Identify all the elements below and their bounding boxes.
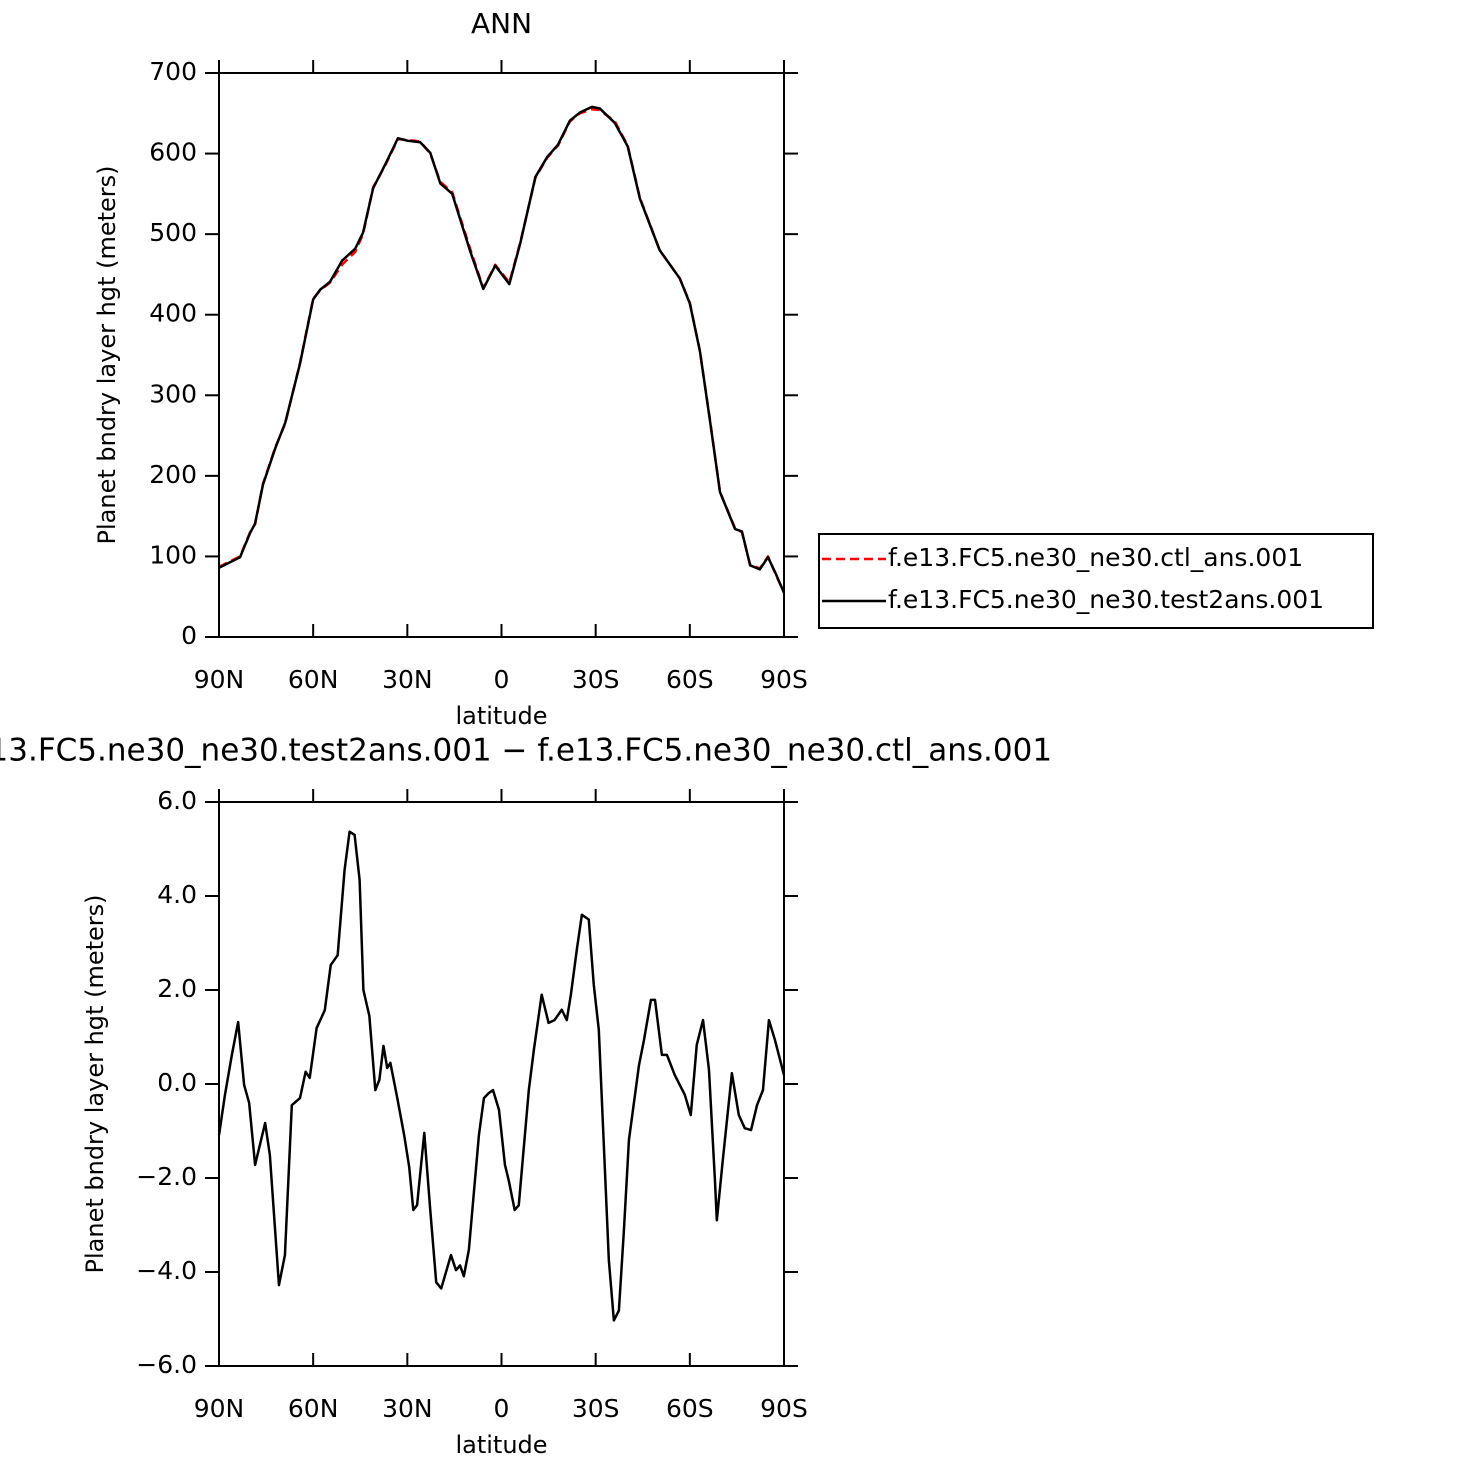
y-axis-label: Planet bndry layer hgt (meters): [93, 166, 121, 545]
y-tick-label: 400: [149, 299, 197, 328]
y-tick-label: 4.0: [157, 880, 197, 909]
y-tick-label: 0.0: [157, 1068, 197, 1097]
y-tick-label: −4.0: [136, 1256, 197, 1285]
legend-box: [818, 533, 1374, 629]
x-tick-label: 30S: [572, 1394, 620, 1423]
x-tick-label: 30N: [382, 1394, 433, 1423]
plot-frame: [218, 72, 785, 638]
x-axis-label: latitude: [455, 702, 547, 730]
x-tick-label: 0: [494, 1394, 510, 1423]
y-tick-label: 200: [149, 460, 197, 489]
y-tick-label: −6.0: [136, 1350, 197, 1379]
plot-frame: [218, 801, 785, 1367]
y-tick-label: 2.0: [157, 974, 197, 1003]
x-tick-label: 0: [494, 665, 510, 694]
x-tick-label: 60N: [288, 665, 339, 694]
y-tick-label: 0: [181, 621, 197, 650]
y-tick-label: 600: [149, 138, 197, 167]
data-line: [218, 105, 786, 594]
y-tick-label: 100: [149, 540, 197, 569]
x-tick-label: 90S: [760, 665, 808, 694]
x-tick-label: 60S: [666, 665, 714, 694]
chart-title: f.e13.FC5.ne30_ne30.test2ans.001 − f.e13…: [0, 733, 1052, 769]
y-tick-label: 300: [149, 379, 197, 408]
y-tick-label: −2.0: [136, 1162, 197, 1191]
x-tick-label: 90N: [194, 1394, 245, 1423]
legend-label: f.e13.FC5.ne30_ne30.ctl_ans.001: [888, 543, 1303, 572]
x-tick-label: 90N: [194, 665, 245, 694]
data-line: [217, 830, 786, 1322]
chart-title: ANN: [471, 7, 532, 40]
y-tick-label: 500: [149, 218, 197, 247]
y-tick-label: 700: [149, 57, 197, 86]
x-tick-label: 90S: [760, 1394, 808, 1423]
legend-label: f.e13.FC5.ne30_ne30.test2ans.001: [888, 585, 1324, 614]
x-tick-label: 60S: [666, 1394, 714, 1423]
x-tick-label: 30S: [572, 665, 620, 694]
x-axis-label: latitude: [455, 1431, 547, 1459]
y-tick-label: 6.0: [157, 786, 197, 815]
x-tick-label: 60N: [288, 1394, 339, 1423]
y-axis-label: Planet bndry layer hgt (meters): [81, 895, 109, 1274]
x-tick-label: 30N: [382, 665, 433, 694]
